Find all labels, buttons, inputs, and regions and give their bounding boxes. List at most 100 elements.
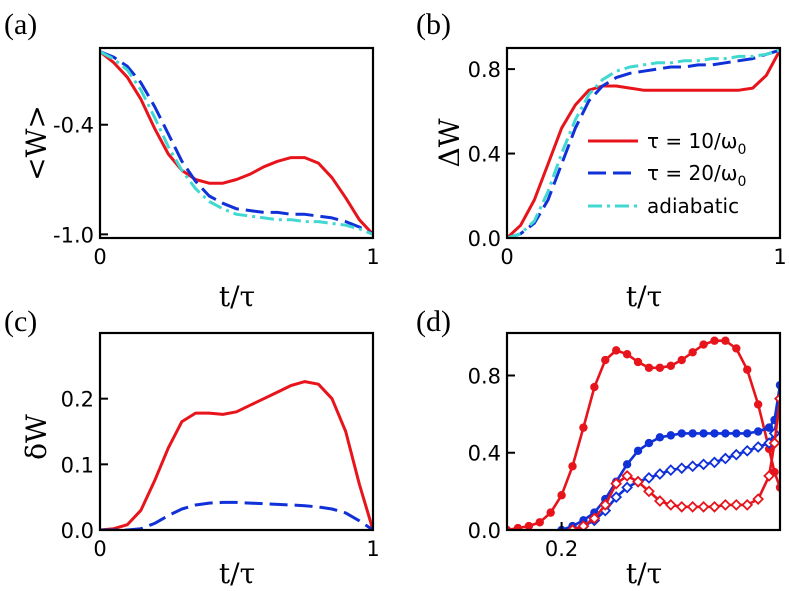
legend-label: τ = 20/ω0 xyxy=(647,161,746,190)
y-tick-label: 0.2 xyxy=(61,388,94,412)
x-tick-label: 1 xyxy=(366,245,379,269)
y-tick-label: 0.8 xyxy=(468,364,501,388)
x-tick-label: 0.2 xyxy=(545,537,578,561)
data-point xyxy=(643,485,655,498)
data-point xyxy=(579,423,588,432)
y-tick-label: 0.4 xyxy=(468,442,501,466)
data-point xyxy=(612,346,621,355)
legend-subscript: 0 xyxy=(737,142,746,158)
y-tick-label: -0.4 xyxy=(53,114,94,138)
x-tick-label: 0 xyxy=(500,245,513,269)
data-point xyxy=(654,495,666,507)
y-tick-label: 0.8 xyxy=(468,58,501,82)
panel-d: (d) 0.0 0.4 0.8 0.2 t/τ xyxy=(416,305,782,590)
data-point xyxy=(621,470,633,482)
data-point xyxy=(622,350,632,359)
panel-label: (b) xyxy=(416,8,451,41)
x-axis-title: t/τ xyxy=(219,557,255,590)
data-point xyxy=(719,499,732,511)
data-point xyxy=(730,499,743,511)
data-point xyxy=(666,431,675,440)
data-point xyxy=(699,340,708,349)
data-point xyxy=(710,429,719,438)
data-point xyxy=(697,500,710,513)
data-point xyxy=(743,365,752,374)
data-point xyxy=(535,518,544,527)
data-point xyxy=(686,460,699,473)
legend: τ = 10/ω0 τ = 20/ω0 adiabatic xyxy=(588,129,746,218)
data-point xyxy=(699,429,708,438)
y-axis-title: δW xyxy=(20,414,53,460)
data-point xyxy=(752,441,765,453)
data-point xyxy=(768,437,780,449)
data-point xyxy=(688,429,697,438)
data-point xyxy=(632,475,644,488)
data-point xyxy=(566,524,579,530)
data-point xyxy=(774,392,780,405)
data-point xyxy=(513,523,523,530)
panel-c: (c) 0.0 0.1 0.2 0 1 t/τ δW xyxy=(4,305,380,590)
data-point xyxy=(743,429,752,438)
data-point xyxy=(655,363,665,372)
series-line--20-0 xyxy=(100,500,373,530)
data-point xyxy=(664,499,677,511)
data-point xyxy=(601,355,610,365)
data-point xyxy=(643,471,655,484)
data-point xyxy=(644,438,654,448)
series-line-filled-blue xyxy=(561,384,780,530)
plot-frame xyxy=(505,46,782,240)
y-axis-title: <W> xyxy=(20,105,53,181)
x-axis-title: t/τ xyxy=(219,280,255,313)
data-point xyxy=(677,429,686,438)
data-point xyxy=(621,481,633,494)
data-point xyxy=(633,446,643,456)
data-point xyxy=(688,348,697,357)
x-tick-label: 0 xyxy=(93,537,106,561)
data-point xyxy=(732,429,741,438)
data-point xyxy=(741,444,754,457)
series-line--20-0 xyxy=(100,50,373,236)
plot-frame xyxy=(98,331,375,532)
data-point xyxy=(666,361,675,371)
panel-a: (a) -0.4 -1.00 1 t/τ <W> xyxy=(4,8,380,313)
data-point xyxy=(610,491,623,504)
data-point xyxy=(697,458,710,471)
plot-frame xyxy=(98,46,375,240)
data-point xyxy=(763,470,775,482)
legend-label: τ = 10/ω0 xyxy=(647,129,746,158)
y-axis-title: ΔW xyxy=(433,118,466,167)
data-point xyxy=(753,427,763,436)
data-point xyxy=(741,499,754,511)
data-point xyxy=(708,500,721,513)
data-point xyxy=(654,468,666,480)
data-point xyxy=(655,433,665,442)
data-point xyxy=(732,344,741,353)
data-point xyxy=(753,400,763,409)
y-tick-label: 0.0 xyxy=(61,519,94,543)
legend-subscript: 0 xyxy=(737,174,746,190)
data-point xyxy=(590,382,599,392)
series-line--10-0 xyxy=(100,50,373,236)
series-line--20-0 xyxy=(507,48,780,238)
data-point xyxy=(633,357,643,367)
data-point xyxy=(524,521,534,530)
data-point xyxy=(719,452,732,465)
panel-label: (a) xyxy=(4,8,37,41)
x-axis-title: t/τ xyxy=(626,280,662,313)
y-tick-label: 0.4 xyxy=(468,143,501,167)
data-point xyxy=(588,512,601,525)
data-point xyxy=(675,500,688,513)
x-tick-label: 0 xyxy=(93,245,106,269)
series-line-adiabatic xyxy=(507,48,780,238)
x-axis-title: t/τ xyxy=(626,557,662,590)
series-layer xyxy=(100,380,373,530)
data-point xyxy=(610,477,623,490)
x-tick-label: 1 xyxy=(366,537,379,561)
series-line-adiabatic xyxy=(100,50,373,236)
data-point xyxy=(764,423,774,432)
panel-label: (c) xyxy=(4,305,37,338)
data-point xyxy=(721,429,730,438)
data-point xyxy=(577,520,590,530)
data-point xyxy=(664,464,677,477)
